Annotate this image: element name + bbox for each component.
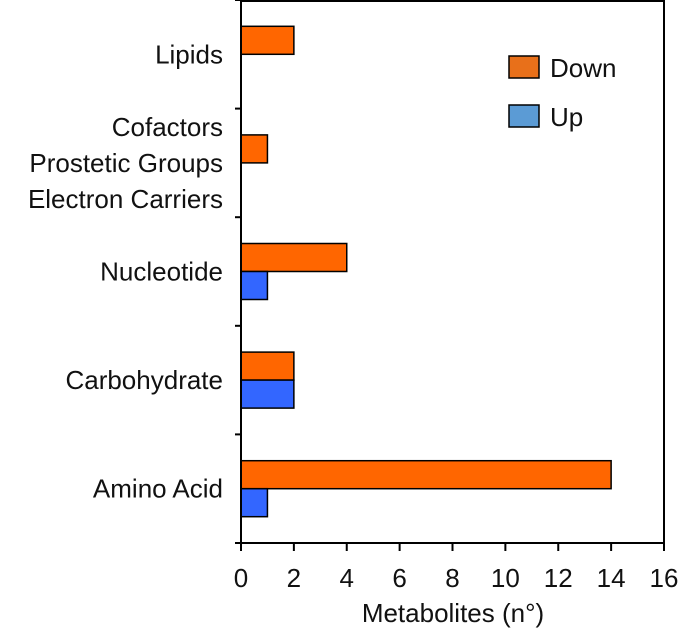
bar-down-lipids	[240, 25, 295, 56]
category-label: Carbohydrate	[65, 365, 223, 395]
bar-up-nucleotide	[240, 270, 269, 301]
category-label: Prostetic Groups	[29, 148, 223, 178]
x-tick-label: 16	[650, 563, 679, 593]
bar-down-amino-acid	[240, 459, 612, 490]
x-tick-label: 4	[340, 563, 354, 593]
x-ticks-group: 0 2 4 6 8 10 12 14 16	[234, 543, 679, 593]
x-tick-label: 12	[544, 563, 573, 593]
x-tick-label: 0	[234, 563, 248, 593]
legend-label-up: Up	[550, 102, 583, 132]
legend-swatch-down	[508, 55, 540, 79]
x-tick-label: 8	[445, 563, 459, 593]
bar-up-amino-acid	[240, 487, 269, 518]
legend-swatch-up	[508, 104, 540, 128]
category-labels-group: Amino Acid Carbohydrate Nucleotide Cofactor…	[28, 39, 223, 503]
bar-down-nucleotide	[240, 242, 348, 273]
category-label: Nucleotide	[100, 257, 223, 287]
category-label: Electron Carriers	[28, 184, 223, 214]
x-tick-label: 6	[392, 563, 406, 593]
bar-down-cofactors-prostetic-groups-electron-carriers	[240, 134, 269, 164]
axes-group	[235, 0, 665, 544]
x-tick-label: 10	[491, 563, 520, 593]
legend: Down Up	[508, 53, 616, 132]
x-tick-label: 14	[597, 563, 626, 593]
bar-down-carbohydrate	[240, 351, 295, 381]
bar-up-carbohydrate	[240, 379, 295, 409]
legend-label-down: Down	[550, 53, 616, 83]
bars-group	[240, 25, 612, 518]
x-tick-label: 2	[287, 563, 301, 593]
category-label: Cofactors	[112, 112, 223, 142]
x-axis-title: Metabolites (n°)	[362, 598, 544, 628]
category-label: Amino Acid	[93, 474, 223, 504]
category-label: Lipids	[155, 39, 223, 69]
